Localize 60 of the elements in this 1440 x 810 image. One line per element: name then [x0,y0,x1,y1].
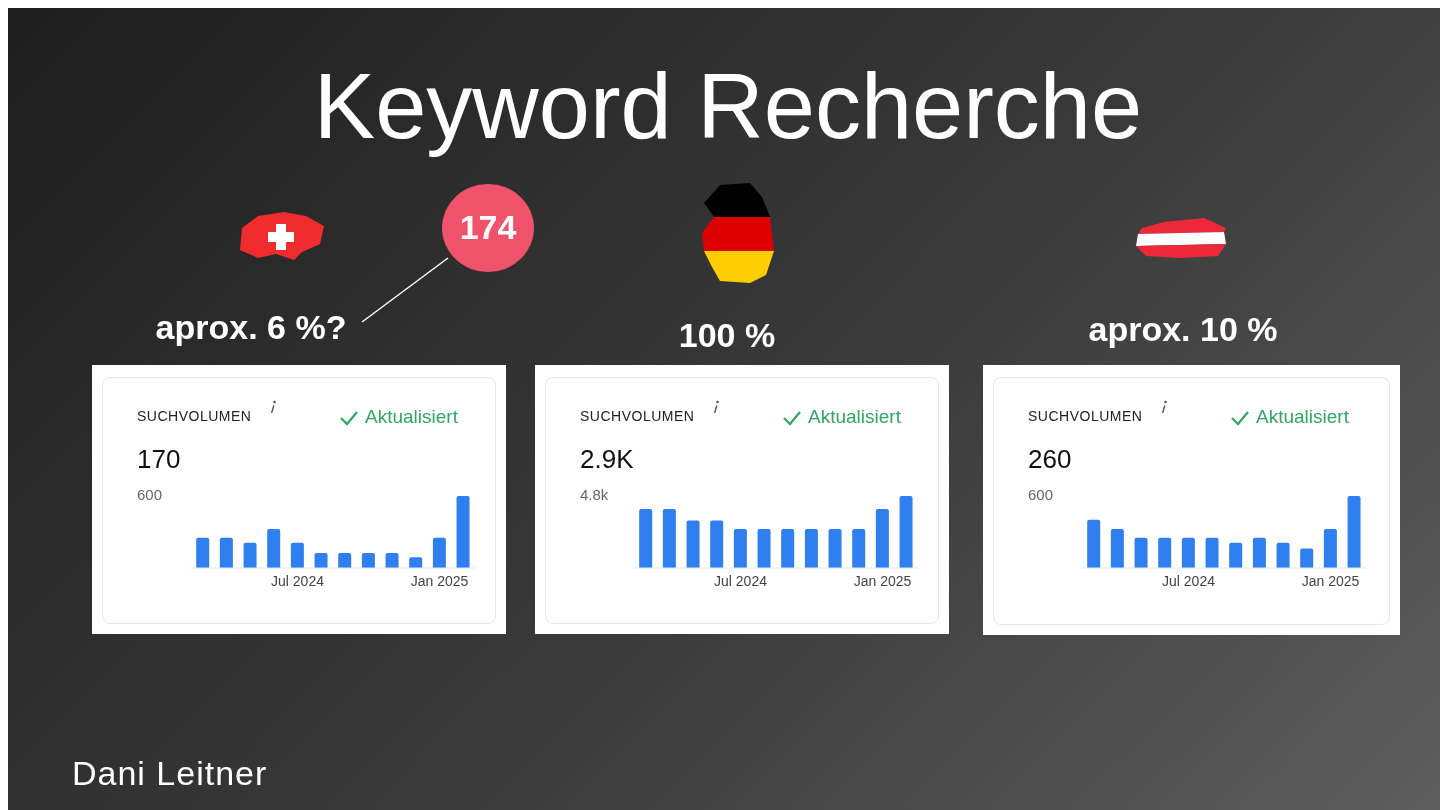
bar [1205,537,1219,568]
text: Dani Leitner [72,754,268,793]
bar [409,557,423,568]
text: Aktualisiert [365,406,458,428]
x-tick-label: Jul 2024 [714,572,768,589]
chart-title: SUCHVOLUMEN [137,408,252,424]
text: Aktualisiert [1256,406,1349,428]
text: aprox. 10 % [1087,310,1279,349]
text: 600 [1028,486,1054,503]
bar [456,496,470,568]
bar [1300,548,1314,568]
bar [804,529,818,568]
x-tick-label: Jan 2025 [853,572,912,589]
chart-subtitle: 260 [1028,444,1072,475]
text: Aktualisiert [808,406,901,428]
bar [1110,529,1124,568]
x-tick-label: Jan 2025 [410,572,469,589]
bar [1276,542,1290,568]
bar [1252,537,1266,568]
text: 4.8k [580,486,609,503]
bar [1134,537,1148,568]
text: 174 [458,208,518,247]
bar [243,542,257,568]
bar [290,542,304,568]
bar [361,552,375,568]
text: Keyword Recherche [312,54,1144,159]
bar [1181,537,1195,568]
bar [267,529,281,568]
x-tick-label: Jul 2024 [1162,572,1216,589]
bar [1229,542,1243,568]
bar [781,529,795,568]
chart-title: SUCHVOLUMEN [580,408,695,424]
bar [733,529,747,568]
bar [899,496,913,568]
bar [875,508,889,568]
bar [639,508,653,568]
text: aprox. 6 %? [154,308,348,347]
bar [338,552,352,568]
text: 600 [137,486,163,503]
bar [1087,519,1101,568]
bar [385,552,399,568]
bar [196,537,210,568]
x-tick-label: Jan 2025 [1301,572,1360,589]
chart-title: SUCHVOLUMEN [1028,408,1143,424]
bar [662,508,676,568]
bar [852,529,866,568]
chart-subtitle: 170 [137,444,181,475]
bar [1158,537,1172,568]
x-tick-label: Jul 2024 [271,572,325,589]
text: 100 % [677,316,777,355]
bar [828,529,842,568]
bar [757,529,771,568]
bar [314,552,328,568]
bar [432,537,446,568]
bar [219,537,233,568]
chart-subtitle: 2.9K [580,444,634,475]
bar [710,520,724,568]
bar [1323,529,1337,568]
bar [1347,496,1361,568]
bar [686,520,700,568]
